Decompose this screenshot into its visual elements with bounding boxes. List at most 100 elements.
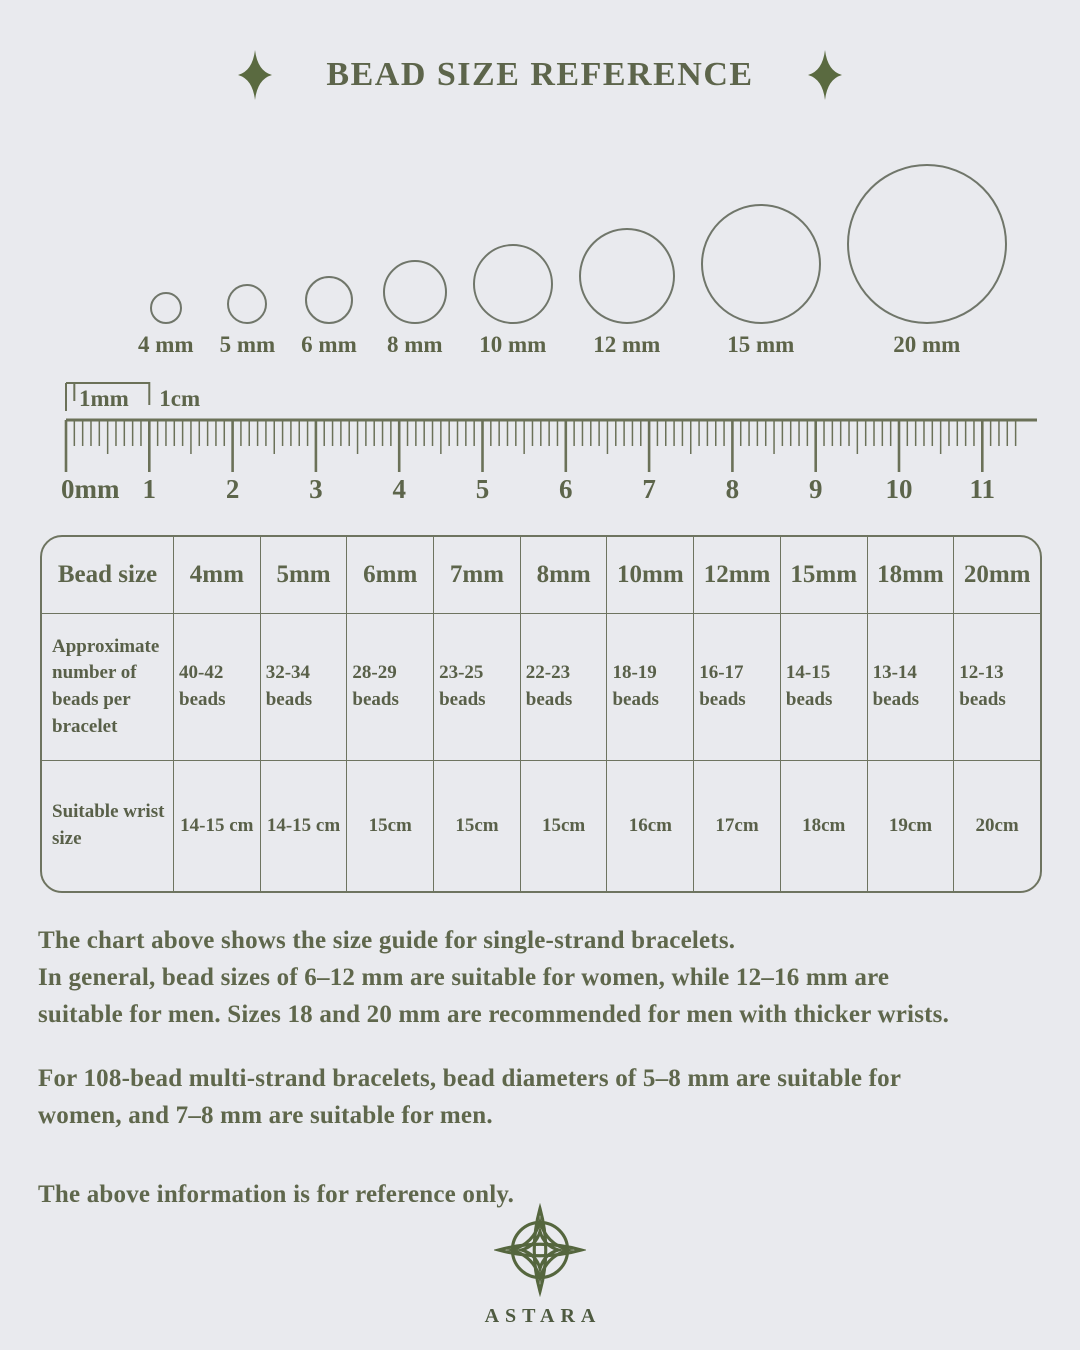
- table-row-label: Suitable wrist size: [42, 760, 173, 891]
- bead-size-label: 6 mm: [301, 332, 357, 357]
- table-cell-value: 40-42 beads: [173, 613, 260, 760]
- bead-size-label: 15 mm: [727, 332, 795, 357]
- table-header-size-text: 15mm: [790, 561, 858, 588]
- bead-size-label: 12 mm: [593, 332, 661, 357]
- note-paragraph: The above information is for reference o…: [38, 1181, 515, 1208]
- table-header-size-text: 12mm: [703, 561, 771, 588]
- table-header-size-text: 10mm: [617, 561, 684, 588]
- table-cell-value-text: 40-42 beads: [179, 662, 226, 710]
- bead-item: 8 mm: [382, 260, 447, 358]
- notes: The chart above shows the size guide for…: [38, 922, 1052, 1240]
- table-cell-value: 15cm: [433, 760, 520, 891]
- bead-size-label: 8 mm: [386, 332, 443, 357]
- table-header-size-text: 8mm: [536, 561, 591, 588]
- table-cell-value-text: 19cm: [888, 814, 933, 836]
- bead-size-label: 10 mm: [479, 332, 547, 357]
- table-header-size-text: 20mm: [963, 561, 1031, 588]
- ruler-cm-label: 8: [726, 474, 740, 504]
- table-cell-value: 20cm: [953, 760, 1040, 891]
- bead-circle: [382, 260, 447, 324]
- bead-item: 12 mm: [578, 228, 675, 358]
- bead-circle: [227, 284, 268, 324]
- table-cell-value: 15cm: [519, 760, 607, 891]
- table-header-size: 10mm: [606, 537, 693, 613]
- table-cell-value-text: 28-29 beads: [352, 662, 399, 710]
- table-cell-value: 19cm: [866, 760, 954, 891]
- ruler-zero-label: 0mm: [61, 474, 120, 504]
- table-header-bead-size-text: Bead size: [57, 561, 158, 588]
- table-header-size: 12mm: [693, 537, 780, 613]
- table-cell-value: 12-13 beads: [953, 613, 1040, 760]
- ruler-cm-label: 6: [559, 474, 573, 504]
- table-cell-value: 22-23 beads: [519, 613, 607, 760]
- table-header-size: 7mm: [433, 537, 520, 613]
- table-cell-value-text: 13-14 beads: [872, 662, 920, 710]
- table-cell-value: 15cm: [346, 760, 434, 891]
- table-header-size: 8mm: [519, 537, 607, 613]
- table-header-size: 20mm: [953, 537, 1040, 613]
- table-row-label: Approximate number of beads per bracelet: [42, 613, 173, 760]
- ruler-cm-label: 4: [392, 474, 406, 504]
- bead-item: 20 mm: [846, 164, 1007, 358]
- header: BEAD SIZE REFERENCE: [0, 50, 1080, 100]
- table-cell-value: 32-34 beads: [259, 613, 347, 760]
- table-row-label-text: Approximate number of beads per bracelet: [52, 635, 160, 737]
- table-cell-value-text: 20cm: [975, 814, 1019, 836]
- table-cell-value-text: 18cm: [802, 814, 846, 836]
- bead-circle: [472, 244, 553, 324]
- table-header-size: 4mm: [173, 537, 260, 613]
- table-row-label-text: Suitable wrist size: [52, 801, 165, 849]
- ruler-cm-label: 3: [309, 474, 323, 504]
- table-cell-value-text: 15cm: [455, 814, 499, 836]
- sparkle-icon: [807, 50, 842, 100]
- bead-size-label: 4 mm: [138, 332, 194, 357]
- bead-item: 15 mm: [700, 204, 821, 358]
- page-title: BEAD SIZE REFERENCE: [326, 56, 754, 93]
- bead-size-circles: 4 mm 5 mm 6 mm 8 mm 10 mm 12 mm 15 mm 20 mm: [138, 0, 1007, 358]
- footer: ASTARA: [0, 1203, 1080, 1328]
- bead-size-label: 20 mm: [893, 332, 961, 357]
- table-cell-value-text: 16-17 beads: [699, 662, 746, 710]
- table-header-size-text: 4mm: [189, 561, 244, 588]
- sparkle-icon: [238, 50, 273, 100]
- bead-circle: [846, 164, 1007, 324]
- table-header-size: 18mm: [866, 537, 954, 613]
- table-header-size-text: 7mm: [449, 561, 505, 588]
- table-cell-value-text: 14-15 cm: [180, 814, 254, 836]
- bead-item: 5 mm: [219, 284, 276, 358]
- table-header-size: 6mm: [346, 537, 433, 613]
- ruler-cm-label: 11: [970, 474, 996, 504]
- table-cell-value: 18-19 beads: [606, 613, 694, 760]
- table-cell-value-text: 15cm: [368, 814, 412, 836]
- bead-item: 4 mm: [138, 292, 194, 358]
- table-cell-value-text: 14-15 beads: [785, 662, 833, 710]
- table-cell-value-text: 15cm: [542, 814, 586, 836]
- bead-size-label: 5 mm: [219, 332, 276, 357]
- ruler-cm-label: 9: [809, 474, 823, 504]
- table-cell-value-text: 12-13 beads: [959, 662, 1006, 710]
- table-cell-value: 23-25 beads: [433, 613, 520, 760]
- bead-size-table: Bead size 4mm 5mm 6mm 7mm 8mm 10mm 12mm 15mm 18mm…: [40, 535, 1042, 893]
- ruler-legend-1mm: 1mm: [79, 386, 129, 411]
- bead-circle: [578, 228, 675, 324]
- table-cell-value: 14-15 beads: [779, 613, 867, 760]
- ruler: 1mm 1cm 0mm 1 2 3 4 5 6 7 8 9 10 11: [61, 382, 1037, 504]
- table-header-size: 5mm: [259, 537, 347, 613]
- table-cell-value-text: 17cm: [715, 814, 759, 836]
- bead-circle: [304, 276, 353, 324]
- table-cell-value: 14-15 cm: [173, 760, 260, 891]
- table-cell-value: 13-14 beads: [866, 613, 954, 760]
- ruler-cm-label: 10: [886, 474, 913, 504]
- ruler-cm-label: 2: [226, 474, 240, 504]
- astara-logo-icon: [494, 1203, 586, 1297]
- bead-circle: [700, 204, 821, 324]
- table-header-size-text: 5mm: [276, 561, 331, 588]
- table-header-bead-size: Bead size: [42, 537, 173, 613]
- table-cell-value-text: 18-19 beads: [612, 662, 659, 710]
- note-paragraph: The chart above shows the size guide for…: [38, 927, 950, 1028]
- table-cell-value-text: 22-23 beads: [525, 662, 573, 710]
- bead-circle: [149, 292, 182, 324]
- table-cell-value-text: 32-34 beads: [265, 662, 313, 710]
- table-header-size-text: 18mm: [877, 561, 944, 588]
